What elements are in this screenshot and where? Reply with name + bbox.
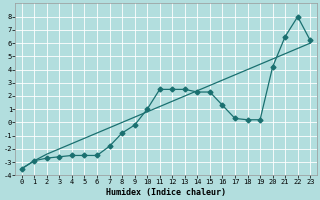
- X-axis label: Humidex (Indice chaleur): Humidex (Indice chaleur): [106, 188, 226, 197]
